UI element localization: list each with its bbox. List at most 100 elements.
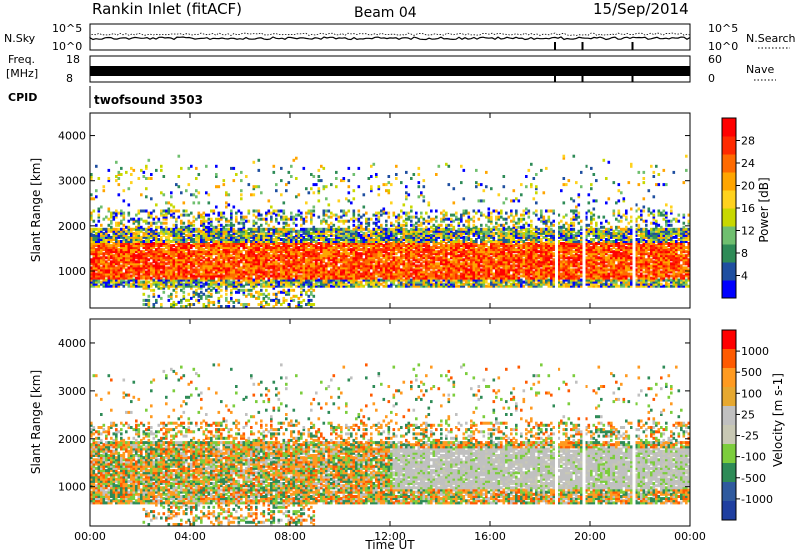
data-cell — [292, 258, 296, 262]
data-cell — [432, 246, 436, 250]
data-cell — [195, 189, 198, 193]
data-cell — [370, 274, 373, 278]
data-cell — [107, 235, 111, 239]
data-cell — [140, 254, 143, 258]
data-cell — [437, 223, 441, 227]
data-cell — [405, 238, 408, 241]
data-cell — [200, 276, 203, 280]
data-cell — [377, 270, 381, 274]
freq-tick-bottom: 8 — [66, 72, 73, 85]
data-cell — [315, 246, 318, 250]
data-cell — [440, 262, 443, 266]
data-cell — [217, 262, 221, 266]
data-cell — [430, 209, 433, 213]
data-cell — [317, 268, 321, 272]
data-cell — [180, 298, 183, 302]
data-cell — [440, 231, 443, 235]
data-cell — [410, 205, 413, 209]
data-cell — [422, 238, 426, 241]
data-cell — [262, 282, 266, 286]
data-cell — [145, 274, 148, 278]
data-cell — [432, 272, 436, 276]
data-cell — [267, 240, 271, 243]
data-cell — [342, 262, 346, 266]
data-cell — [385, 284, 388, 288]
data-cell — [237, 270, 241, 274]
data-cell — [225, 298, 228, 302]
data-cell — [465, 246, 468, 250]
data-cell — [297, 252, 301, 256]
data-cell — [260, 268, 263, 272]
data-cell — [380, 270, 383, 274]
data-cell — [157, 270, 161, 274]
data-cell — [282, 201, 286, 205]
data-cell — [390, 276, 393, 280]
data-cell — [220, 272, 223, 276]
data-cell — [285, 282, 288, 286]
data-cell — [452, 250, 456, 254]
data-cell — [255, 268, 258, 272]
data-cell — [430, 256, 433, 260]
data-cell — [110, 256, 113, 260]
data-cell — [167, 270, 171, 274]
data-cell — [282, 240, 286, 243]
data-cell — [185, 213, 188, 217]
data-cell — [407, 215, 411, 219]
data-cell — [237, 264, 241, 268]
data-cell — [427, 264, 431, 268]
data-cell — [127, 203, 131, 207]
data-cell — [255, 296, 258, 300]
data-cell — [177, 231, 181, 235]
data-cell — [155, 260, 158, 264]
data-cell — [455, 217, 458, 221]
data-cell — [115, 227, 118, 231]
data-cell — [460, 282, 463, 286]
data-cell — [147, 274, 151, 278]
data-cell — [257, 225, 261, 229]
data-cell — [382, 274, 386, 278]
data-cell — [155, 264, 158, 268]
power-heatmap — [90, 113, 691, 308]
data-cell — [367, 229, 371, 233]
data-cell — [192, 292, 196, 296]
data-cell — [160, 282, 163, 286]
data-cell — [160, 276, 163, 280]
data-cell — [427, 238, 431, 241]
data-cell — [325, 185, 328, 189]
data-cell — [320, 258, 323, 262]
data-cell — [240, 284, 243, 288]
data-cell — [165, 276, 168, 280]
data-cell — [270, 215, 273, 219]
data-cell — [407, 262, 411, 266]
data-cell — [362, 238, 366, 241]
data-cell — [362, 270, 366, 274]
data-cell — [347, 235, 351, 239]
data-cell — [145, 254, 148, 258]
data-cell — [365, 278, 368, 282]
data-cell — [272, 231, 276, 235]
data-cell — [182, 240, 186, 243]
data-cell — [102, 227, 106, 231]
data-cell — [187, 219, 191, 223]
data-cell — [337, 244, 341, 248]
data-cell — [192, 284, 196, 288]
data-cell — [310, 268, 313, 272]
data-cell — [217, 256, 221, 260]
data-cell — [115, 209, 118, 213]
data-cell — [357, 244, 361, 248]
data-cell — [222, 242, 226, 245]
data-cell — [250, 268, 253, 272]
data-cell — [110, 213, 113, 217]
data-cell — [380, 254, 383, 258]
data-cell — [162, 217, 166, 221]
data-cell — [117, 254, 121, 258]
data-cell — [287, 223, 291, 227]
data-cell — [265, 211, 268, 215]
data-cell — [300, 252, 303, 256]
data-cell — [302, 280, 306, 284]
data-cell — [272, 209, 276, 213]
data-cell — [215, 173, 218, 176]
data-cell — [347, 191, 351, 195]
data-cell — [387, 284, 391, 288]
data-cell — [135, 268, 138, 272]
